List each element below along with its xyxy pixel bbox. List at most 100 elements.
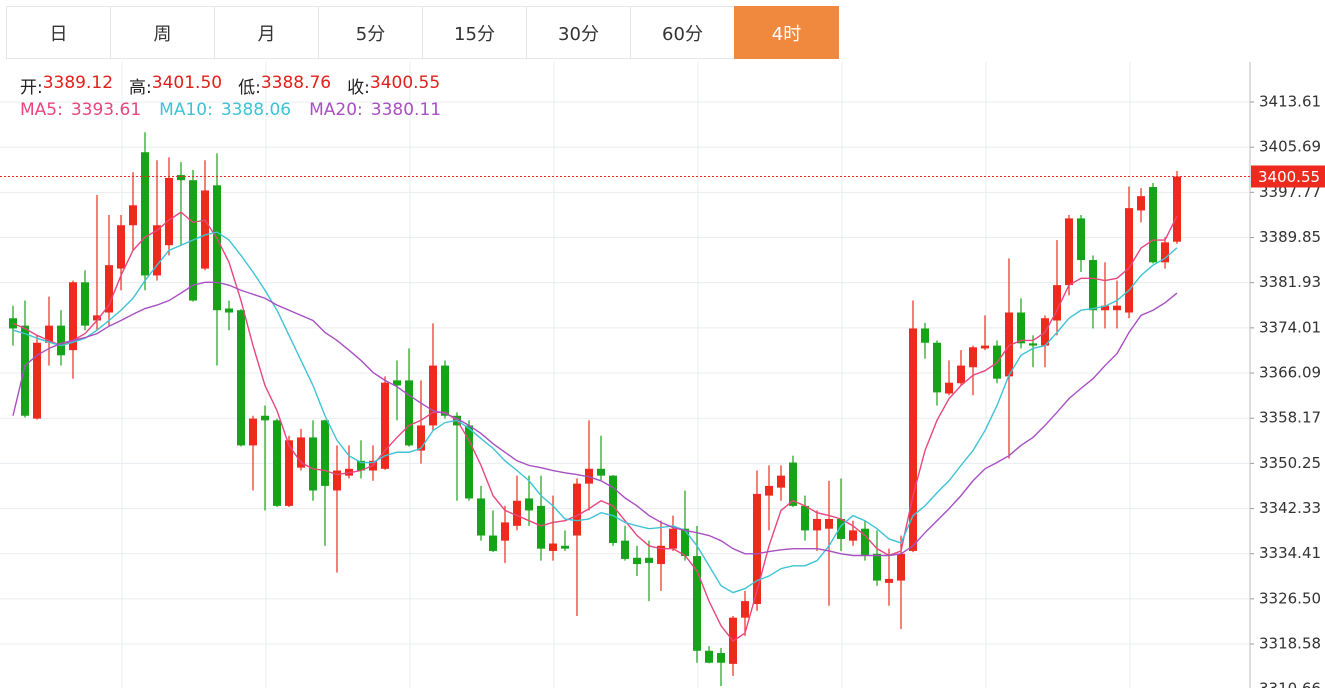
candle-body <box>897 553 905 581</box>
candle-body <box>1137 196 1145 211</box>
period-tab[interactable]: 4时 <box>734 6 839 59</box>
candle-body <box>273 420 281 506</box>
ma-legend: MA5: 3393.61 MA10: 3388.06 MA20: 3380.11 <box>20 100 459 120</box>
candle-body <box>1173 176 1181 242</box>
candle-body <box>825 518 833 529</box>
period-tab[interactable]: 5分 <box>318 6 423 59</box>
period-tabs: 日周月 5分 15分 30分 60分 4时 <box>6 6 839 60</box>
candle-body <box>885 578 893 583</box>
candle-body <box>105 265 113 313</box>
candle-body <box>309 437 317 491</box>
candle-body <box>981 345 989 349</box>
candle-body <box>1077 218 1085 261</box>
candle-body <box>645 557 653 563</box>
candle-body <box>861 528 869 557</box>
candle-body <box>789 462 797 506</box>
candle-body <box>681 528 689 557</box>
legend-value: 3388.06 <box>220 100 292 120</box>
candle-body <box>957 365 965 384</box>
candle-body <box>477 498 485 536</box>
candle-body <box>597 468 605 476</box>
y-tick-label: 3366.09 <box>1259 364 1321 382</box>
info-value: 3389.12 <box>42 73 114 93</box>
candle-body <box>1017 312 1025 344</box>
candle-body <box>1005 312 1013 377</box>
candle-body <box>429 365 437 426</box>
ohlc-info: 开: 3389.12 高: 3401.50 低: 3388.76 收: 3400.55 <box>20 73 456 98</box>
y-tick-label: 3358.17 <box>1259 409 1321 427</box>
period-tab[interactable]: 日 <box>6 6 111 59</box>
candle-body <box>321 420 329 486</box>
candle-body <box>561 545 569 549</box>
candle-body <box>1053 285 1061 321</box>
candle-body <box>513 500 521 526</box>
candle-body <box>201 190 209 269</box>
info-label: 开: <box>20 78 43 98</box>
legend-value: 3393.61 <box>70 100 142 120</box>
candle-body <box>177 175 185 181</box>
y-tick-label: 3318.58 <box>1259 635 1321 653</box>
candle-body <box>621 540 629 559</box>
candle-body <box>117 225 125 269</box>
candle-body <box>297 437 305 468</box>
ma-line <box>12 211 1178 642</box>
candle-body <box>1161 242 1169 263</box>
candle-body <box>1113 305 1121 311</box>
info-label: 收: <box>347 78 370 98</box>
y-tick-label: 3350.25 <box>1259 454 1321 472</box>
info-label: 高: <box>129 78 152 98</box>
candle-body <box>849 530 857 541</box>
candle-body <box>57 325 65 356</box>
candle-body <box>213 185 221 311</box>
candle-body <box>153 225 161 276</box>
candle-body <box>741 601 749 618</box>
y-tick-label: 3374.01 <box>1259 318 1321 336</box>
candle-body <box>21 325 29 416</box>
candle-body <box>573 483 581 536</box>
candle-body <box>945 382 953 394</box>
period-tab[interactable]: 60分 <box>630 6 735 59</box>
candle-body <box>249 418 257 446</box>
candle-body <box>549 543 557 551</box>
candle-body <box>837 518 845 539</box>
last-price-tag <box>1251 165 1325 188</box>
candle-body <box>1125 208 1133 313</box>
candle-body <box>489 535 497 551</box>
candle-body <box>225 308 233 313</box>
candle-body <box>381 382 389 469</box>
last-price-label: 3400.55 <box>1258 168 1320 186</box>
candle-body <box>669 528 677 549</box>
y-tick-label: 3405.69 <box>1259 138 1321 156</box>
period-tab[interactable]: 周 <box>110 6 215 59</box>
candle-body <box>777 475 785 488</box>
candle-body <box>261 415 269 421</box>
candle-body <box>1149 187 1157 263</box>
candle-body <box>69 282 77 351</box>
legend-name: MA20: <box>309 100 363 120</box>
y-tick-label: 3342.33 <box>1259 499 1321 517</box>
candle-body <box>717 653 725 663</box>
candle-body <box>537 505 545 549</box>
legend-name: MA5: <box>20 100 63 120</box>
y-tick-label: 3413.61 <box>1259 92 1321 110</box>
candle-body <box>609 475 617 543</box>
candle-body <box>933 342 941 393</box>
ma-line <box>12 281 1178 557</box>
candle-body <box>765 485 773 496</box>
candle-body <box>801 505 809 531</box>
candle-body <box>1065 218 1073 286</box>
info-label: 低: <box>238 78 261 98</box>
y-tick-label: 3381.93 <box>1259 273 1321 291</box>
period-tab[interactable]: 月 <box>214 6 319 59</box>
candle-body <box>633 557 641 565</box>
candle-body <box>465 425 473 499</box>
candle-body <box>165 177 173 246</box>
y-tick-label: 3334.41 <box>1259 544 1321 562</box>
period-tab[interactable]: 30分 <box>526 6 631 59</box>
candle-body <box>657 545 665 565</box>
candle-body <box>333 470 341 491</box>
period-tab[interactable]: 15分 <box>422 6 527 59</box>
candle-body <box>237 310 245 446</box>
candle-body <box>33 342 41 419</box>
